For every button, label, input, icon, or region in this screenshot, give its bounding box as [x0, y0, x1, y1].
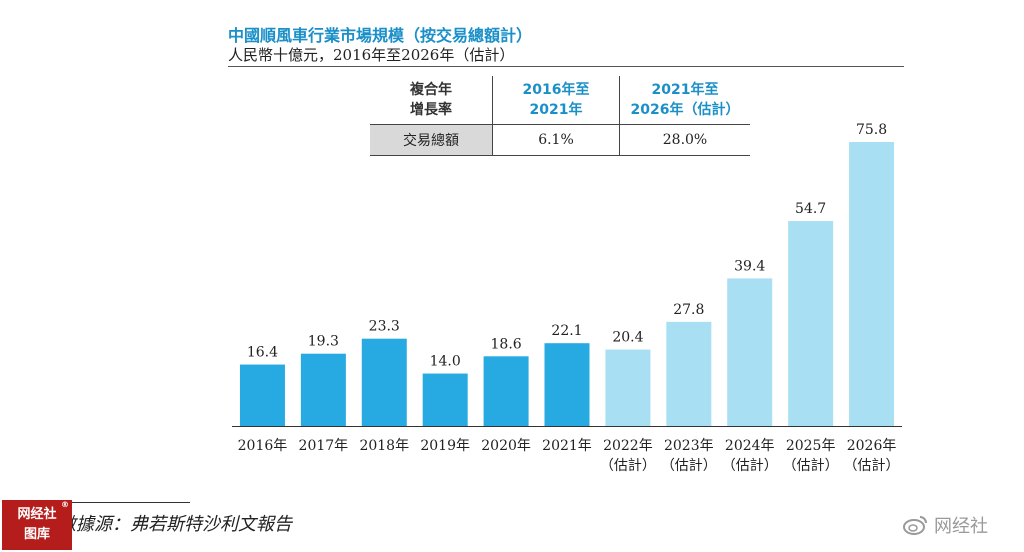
category-label-0: 2016年 — [238, 438, 288, 454]
category-label-2: 2018年 — [359, 438, 409, 454]
bar-5 — [544, 343, 590, 426]
category-label-3: 2019年 — [420, 438, 470, 454]
value-label-5: 22.1 — [551, 323, 582, 339]
bar-4 — [483, 356, 529, 426]
category-label-8: 2024年 — [725, 438, 775, 454]
top-rule — [228, 66, 904, 67]
value-label-0: 16.4 — [247, 345, 278, 361]
value-label-7: 27.8 — [673, 302, 704, 318]
bar-7 — [666, 321, 712, 426]
chart-title: 中國順風車行業市場規模（按交易總額計） — [228, 26, 533, 45]
value-label-4: 18.6 — [491, 336, 522, 352]
category-sublabel-10: （估計） — [844, 458, 900, 474]
category-label-10: 2026年 — [847, 438, 897, 454]
category-sublabel-8: （估計） — [722, 458, 778, 474]
bar-9 — [788, 221, 834, 426]
cagr-corner: 複合年 增長率 — [410, 82, 452, 118]
category-sublabel-6: （估計） — [600, 458, 656, 474]
category-label-5: 2021年 — [542, 438, 592, 454]
cagr-value-2021-2026: 28.0% — [619, 124, 750, 156]
bar-2 — [361, 338, 407, 426]
watermark-text: 网经社 — [934, 516, 988, 537]
category-label-1: 2017年 — [299, 438, 349, 454]
category-label-6: 2022年 — [603, 438, 653, 454]
source-note: 數據源：弗若斯特沙利文報告 — [58, 514, 292, 535]
watermark: 网经社 — [902, 512, 988, 538]
category-label-7: 2023年 — [664, 438, 714, 454]
source-rule — [60, 502, 190, 503]
cagr-row-label: 交易總額 — [370, 124, 493, 156]
value-label-9: 54.7 — [795, 201, 826, 217]
category-sublabel-9: （估計） — [783, 458, 839, 474]
stamp-logo: ® 网经社 图库 — [2, 500, 72, 550]
chart-subtitle: 人民幣十億元，2016年至2026年（估計） — [228, 46, 515, 64]
weibo-icon — [903, 516, 927, 535]
category-label-4: 2020年 — [481, 438, 531, 454]
bar-1 — [300, 353, 346, 426]
category-label-9: 2025年 — [786, 438, 836, 454]
bar-3 — [422, 373, 468, 426]
category-sublabel-7: （估計） — [661, 458, 717, 474]
bar-10 — [849, 142, 895, 426]
value-label-6: 20.4 — [612, 330, 643, 346]
bar-0 — [239, 364, 285, 426]
cagr-col-2021-2026: 2021年至 2026年（估計） — [619, 76, 750, 125]
bar-8 — [727, 278, 773, 426]
cagr-table: 複合年 增長率 2016年至 2021年 2021年至 2026年（估計） 交易… — [370, 76, 750, 156]
value-label-10: 75.8 — [856, 122, 887, 138]
value-label-8: 39.4 — [734, 258, 765, 274]
bar-6 — [605, 349, 651, 426]
cagr-col-2016-2021: 2016年至 2021年 — [492, 76, 620, 125]
value-label-1: 19.3 — [308, 334, 339, 350]
cagr-value-2016-2021: 6.1% — [492, 124, 620, 156]
value-label-3: 14.0 — [430, 354, 461, 370]
value-label-2: 23.3 — [369, 319, 400, 335]
